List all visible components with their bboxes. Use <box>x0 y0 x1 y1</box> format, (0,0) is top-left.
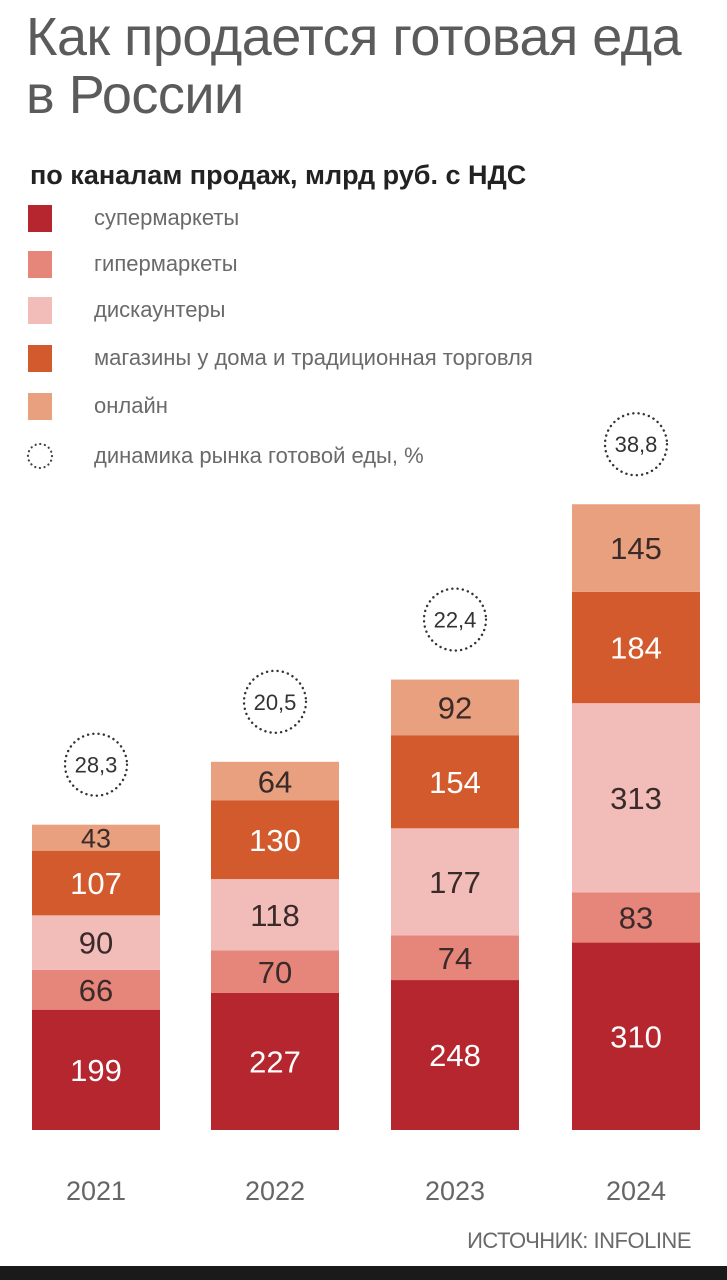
growth-label: 38,8 <box>615 432 658 457</box>
segment-hypermarkets <box>211 950 339 993</box>
segment-convenience-stores <box>391 735 519 829</box>
data-label: 74 <box>438 941 472 976</box>
x-tick-label: 2023 <box>425 1176 485 1206</box>
data-label: 92 <box>438 691 472 726</box>
data-label: 154 <box>429 765 481 800</box>
legend-swatch <box>28 296 52 324</box>
source-note: ИСТОЧНИК: INFOLINE <box>467 1228 691 1253</box>
segment-convenience-stores <box>211 800 339 880</box>
growth-marker <box>603 412 669 477</box>
legend-label: гипермаркеты <box>94 251 238 276</box>
segment-convenience-stores <box>572 591 700 704</box>
legend-item-convenience-stores: магазины у дома и традиционная торговля <box>28 343 718 373</box>
segment-discounters <box>391 828 519 936</box>
segment-discounters <box>572 703 700 893</box>
segment-supermarkets <box>32 1009 160 1130</box>
segment-hypermarkets <box>572 892 700 943</box>
legend-swatch <box>28 204 52 232</box>
growth-label: 20,5 <box>254 690 297 715</box>
growth-label: 22,4 <box>434 608 477 633</box>
data-label: 107 <box>70 866 122 901</box>
x-tick-label: 2024 <box>606 1176 666 1206</box>
legend-item-market-dynamics: динамика рынка готовой еды, % <box>26 441 718 471</box>
data-label: 64 <box>258 764 292 799</box>
data-label: 43 <box>81 823 111 853</box>
chart-title: Как продается готовая еда в России <box>26 7 682 125</box>
segment-hypermarkets <box>32 969 160 1010</box>
data-label: 118 <box>250 898 299 933</box>
chart-subtitle: по каналам продаж, млрд руб. с НДС <box>30 160 527 190</box>
x-tick-label: 2021 <box>66 1176 126 1206</box>
bottom-border <box>0 1266 727 1280</box>
data-label: 313 <box>610 781 662 816</box>
legend-item-supermarkets: супермаркеты <box>28 203 718 233</box>
growth-marker <box>63 732 129 797</box>
data-label: 248 <box>429 1038 481 1073</box>
legend-swatch <box>28 392 52 420</box>
segment-supermarkets <box>391 980 519 1130</box>
x-tick-label: 2022 <box>245 1176 305 1206</box>
legend-label: онлайн <box>94 393 168 418</box>
segment-online <box>391 679 519 736</box>
legend-label: дискаунтеры <box>94 297 226 322</box>
segment-online <box>572 504 700 592</box>
segment-online <box>32 824 160 851</box>
data-label: 83 <box>619 901 653 936</box>
segment-supermarkets <box>572 942 700 1130</box>
legend-item-discounters: дискаунтеры <box>28 295 718 325</box>
dotted-circle-icon <box>26 442 54 470</box>
legend-swatch <box>28 250 52 278</box>
growth-marker <box>422 587 488 652</box>
legend-swatch <box>28 344 52 372</box>
segment-discounters <box>211 879 339 951</box>
data-label: 70 <box>258 955 292 990</box>
data-label: 310 <box>610 1019 662 1054</box>
segment-discounters <box>32 915 160 970</box>
data-label: 184 <box>610 631 662 666</box>
data-label: 177 <box>429 865 481 900</box>
segment-online <box>211 761 339 801</box>
segment-convenience-stores <box>32 850 160 916</box>
data-label: 90 <box>79 926 113 961</box>
data-label: 130 <box>249 823 301 858</box>
data-label: 66 <box>79 973 113 1008</box>
data-label: 227 <box>249 1045 301 1080</box>
legend-item-hypermarkets: гипермаркеты <box>28 249 718 279</box>
growth-label: 28,3 <box>75 753 118 778</box>
legend-item-online: онлайн <box>28 391 718 421</box>
segment-hypermarkets <box>391 935 519 981</box>
legend-label: динамика рынка готовой еды, % <box>94 443 424 468</box>
legend-label: супермаркеты <box>94 205 240 230</box>
growth-marker <box>242 669 308 734</box>
data-label: 145 <box>610 531 662 566</box>
legend-label: магазины у дома и традиционная торговля <box>94 345 533 370</box>
data-label: 199 <box>70 1053 122 1088</box>
segment-supermarkets <box>211 992 339 1130</box>
